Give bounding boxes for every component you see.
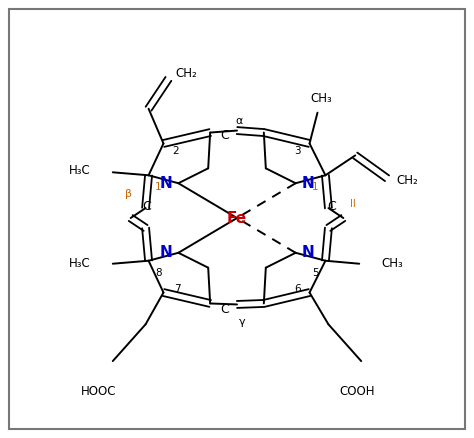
Text: C: C [327, 200, 336, 212]
Text: C: C [221, 129, 229, 142]
Text: 7: 7 [174, 283, 181, 293]
Text: 1: 1 [155, 182, 162, 192]
Text: N: N [160, 176, 173, 191]
Text: 2: 2 [172, 146, 179, 156]
Text: CH₂: CH₂ [175, 67, 197, 81]
Text: Fe: Fe [227, 211, 247, 226]
Text: HOOC: HOOC [81, 385, 117, 399]
FancyBboxPatch shape [9, 9, 465, 429]
Text: H₃C: H₃C [69, 257, 91, 270]
Text: CH₃: CH₃ [310, 92, 332, 105]
Text: C: C [142, 200, 151, 212]
Text: COOH: COOH [339, 385, 375, 399]
Text: N: N [160, 245, 173, 260]
Text: CH₂: CH₂ [396, 174, 418, 187]
Text: 5: 5 [312, 268, 319, 278]
Text: C: C [221, 303, 229, 316]
Text: N: N [301, 176, 314, 191]
Text: β: β [125, 189, 132, 199]
Text: CH₃: CH₃ [381, 257, 403, 270]
Text: N: N [301, 245, 314, 260]
Text: H₃C: H₃C [69, 164, 91, 177]
Text: II: II [350, 199, 356, 209]
Text: α: α [235, 116, 243, 126]
Text: 3: 3 [294, 146, 301, 156]
Text: 6: 6 [294, 283, 301, 293]
Text: 8: 8 [155, 268, 162, 278]
Text: 1: 1 [312, 182, 319, 192]
Text: γ: γ [238, 318, 245, 327]
